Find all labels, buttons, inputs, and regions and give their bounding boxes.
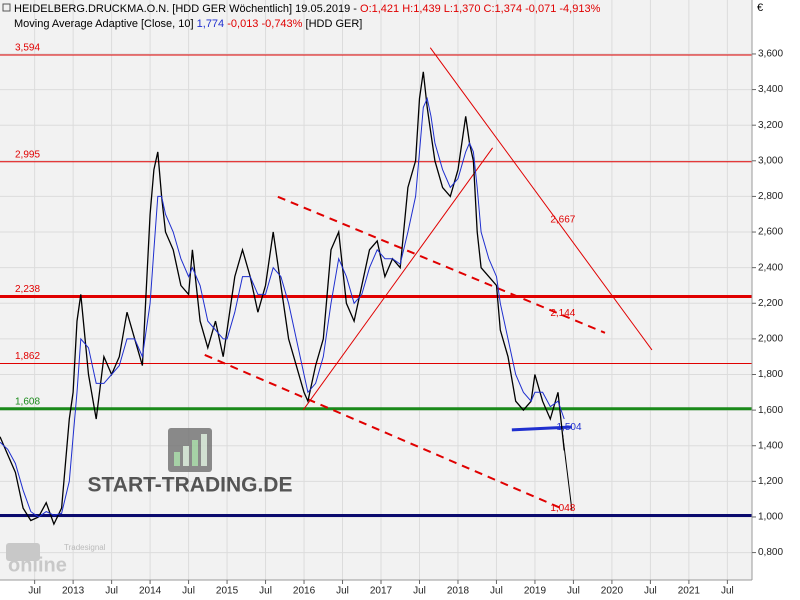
x-tick-label: 2015 <box>216 586 239 597</box>
x-tick-label: Jul <box>644 586 657 597</box>
x-tick-label: 2018 <box>447 586 470 597</box>
x-tick-label: 2020 <box>601 586 624 597</box>
x-tick-label: Jul <box>567 586 580 597</box>
x-tick-label: 2013 <box>62 586 85 597</box>
trend-line <box>277 195 606 334</box>
x-tick-label: 2016 <box>293 586 316 597</box>
trend-line <box>429 47 653 351</box>
level-label: 2,238 <box>15 284 40 295</box>
annotation: 2,667 <box>550 215 575 226</box>
watermark: START-TRADING.DE <box>88 474 293 497</box>
y-tick-label: 3,000 <box>758 155 783 166</box>
vendor-tag: Tradesignal <box>64 543 106 552</box>
indicator-line: Moving Average Adaptive [Close, 10] 1,77… <box>14 18 362 30</box>
y-tick-label: 0,800 <box>758 547 783 558</box>
grid <box>0 0 752 580</box>
y-tick-label: 3,400 <box>758 84 783 95</box>
y-tick-label: 1,200 <box>758 476 783 487</box>
indicator-change: -0,013 -0,743% <box>227 18 302 30</box>
x-tick-label: 2021 <box>678 586 701 597</box>
levels: 3,594 2,995 2,238 1,862 1,608 <box>0 43 752 518</box>
level-label: 3,594 <box>15 43 40 54</box>
logo-bar <box>174 452 180 466</box>
indicator-value: 1,774 <box>197 18 225 30</box>
logo-bar <box>201 434 207 466</box>
y-tick-label: 3,200 <box>758 120 783 131</box>
x-tick-label: 2014 <box>139 586 162 597</box>
x-tick-label: Jul <box>28 586 41 597</box>
x-tick-label: Jul <box>259 586 272 597</box>
annotation: 2,144 <box>550 308 575 319</box>
y-tick-label: 2,800 <box>758 191 783 202</box>
y-tick-label: 2,400 <box>758 262 783 273</box>
vendor-box <box>6 543 40 561</box>
level-label: 1,862 <box>15 351 40 362</box>
y-tick-label: 1,800 <box>758 369 783 380</box>
logo-bar <box>183 446 189 466</box>
trend-line <box>204 353 566 511</box>
marks <box>0 47 653 526</box>
quote: O:1,421 H:1,439 L:1,370 C:1,374 -0,071 -… <box>360 3 601 15</box>
x-tick-label: 2019 <box>524 586 547 597</box>
y-tick-label: 2,000 <box>758 334 783 345</box>
x-tick-label: Jul <box>413 586 426 597</box>
x-tick-label: Jul <box>336 586 349 597</box>
logo-bar <box>192 440 198 466</box>
x-tick-label: Jul <box>490 586 503 597</box>
y-tick-label: 2,600 <box>758 227 783 238</box>
annotation: 1,504 <box>556 422 581 433</box>
annotation: 1,048 <box>550 503 575 514</box>
indicator: Moving Average Adaptive [Close, 10] <box>14 18 194 30</box>
x-tick-label: Jul <box>182 586 195 597</box>
plot-background <box>0 0 752 580</box>
currency: € <box>757 2 763 14</box>
y-tick-label: 2,200 <box>758 298 783 309</box>
series-line <box>0 71 565 526</box>
y-tick-label: 1,600 <box>758 405 783 416</box>
indicator-symbol: [HDD GER] <box>306 18 363 30</box>
y-tick-label: 3,600 <box>758 49 783 60</box>
level-label: 1,608 <box>15 396 40 407</box>
level-label: 2,995 <box>15 149 40 160</box>
x-tick-label: Jul <box>721 586 734 597</box>
watermark-logo: START-TRADING.DE <box>88 428 293 497</box>
instrument: HEIDELBERG.DRUCKMA.O.N. [HDD GER Wöchent… <box>14 3 357 15</box>
x-tick-label: 2017 <box>370 586 393 597</box>
series-line <box>0 96 565 518</box>
x-tick-label: Jul <box>105 586 118 597</box>
y-tick-label: 1,000 <box>758 512 783 523</box>
header-line: HEIDELBERG.DRUCKMA.O.N. [HDD GER Wöchent… <box>14 3 601 15</box>
y-tick-label: 1,400 <box>758 440 783 451</box>
vendor-logo: online <box>8 554 67 576</box>
trend-line <box>302 147 494 411</box>
series-icon <box>2 3 11 12</box>
